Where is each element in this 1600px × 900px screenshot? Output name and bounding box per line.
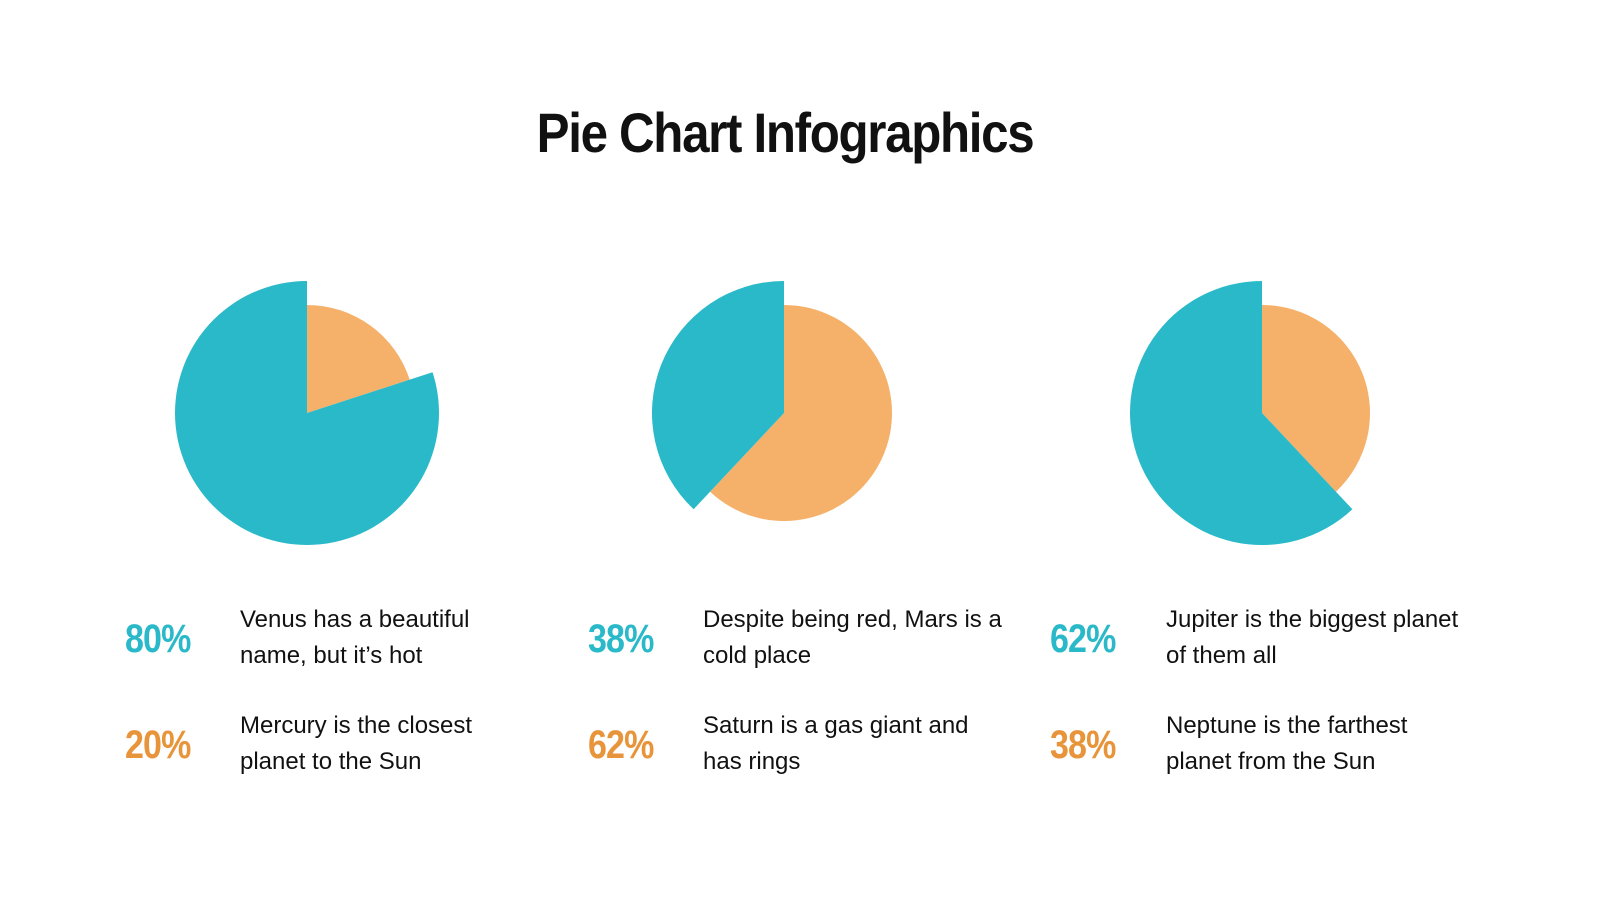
description: Despite being red, Mars is a cold place xyxy=(703,606,1002,669)
description: Mercury is the closest planet to the Sun xyxy=(240,712,473,775)
percent-value: 20% xyxy=(125,723,191,767)
page-title: Pie Chart Infographics xyxy=(536,101,1035,164)
pie-slice-venus xyxy=(175,281,440,545)
percent-value: 38% xyxy=(1050,723,1116,767)
description: Neptune is the farthest planet from the … xyxy=(1166,712,1408,775)
pie-slice-saturn xyxy=(710,305,892,521)
percent-value: 62% xyxy=(588,723,654,767)
percent-value: 38% xyxy=(588,617,654,661)
pie-slice-mars xyxy=(652,281,784,510)
pie-slice-jupiter xyxy=(1130,281,1353,545)
percent-value: 62% xyxy=(1050,617,1116,661)
percent-value: 80% xyxy=(125,617,191,661)
description: Saturn is a gas giant and has rings xyxy=(703,712,969,775)
pie-slice-neptune xyxy=(1262,305,1370,492)
pie-slice-mercury xyxy=(307,305,410,413)
description: Venus has a beautiful name, but it’s hot xyxy=(240,606,470,669)
description: Jupiter is the biggest planet of them al… xyxy=(1166,606,1459,669)
